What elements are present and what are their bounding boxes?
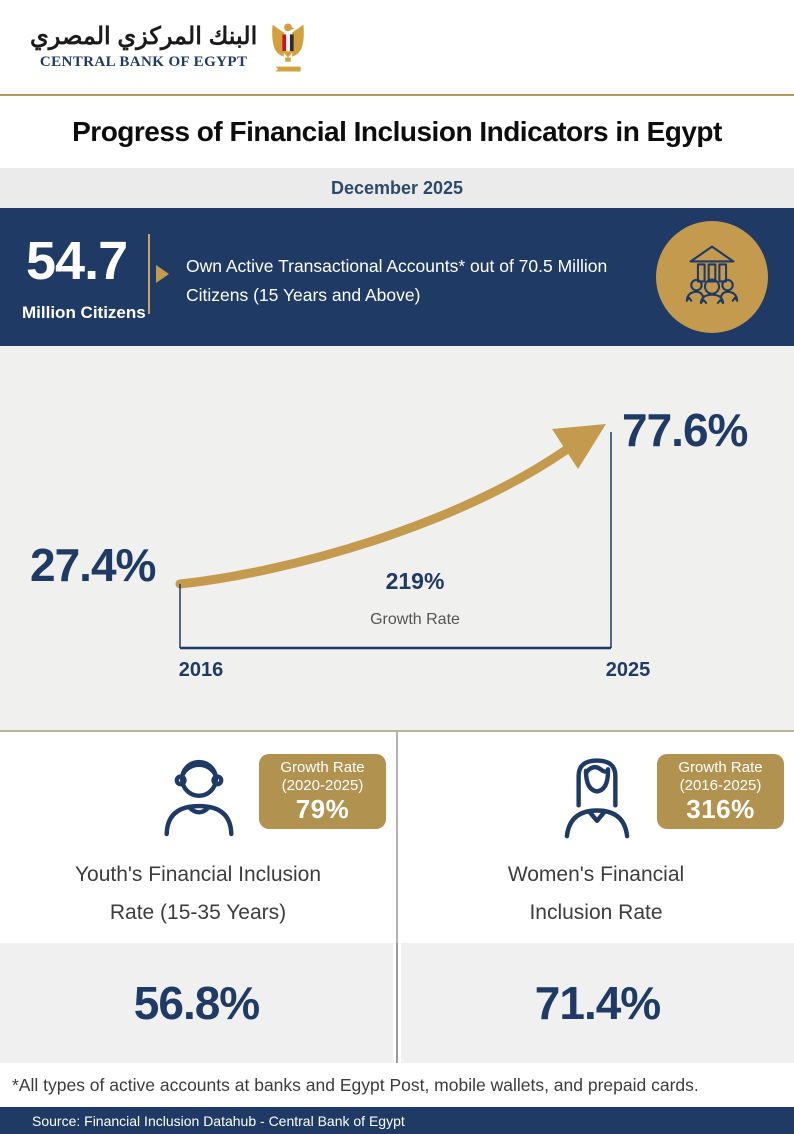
chart-end-value: 77.6%	[622, 404, 748, 456]
badge-label: Growth Rate	[280, 759, 365, 776]
citizens-stat-unit: Million Citizens	[22, 303, 146, 322]
report-date: December 2025	[0, 168, 794, 208]
woman-icon	[564, 758, 630, 839]
page-title: Progress of Financial Inclusion Indicato…	[72, 116, 722, 147]
footnote: *All types of active accounts at banks a…	[0, 1063, 794, 1107]
header: البنك المركزي المصري CENTRAL BANK OF EGY…	[0, 0, 794, 96]
segment-youth: Growth Rate (2020-2025) 79% Youth's Fina…	[0, 732, 396, 943]
banner-description-line2: Citizens (15 Years and Above)	[186, 285, 421, 305]
badge-period: (2020-2025)	[281, 777, 364, 794]
badge-value: 79%	[295, 794, 350, 824]
badge-period: (2016-2025)	[679, 777, 762, 794]
growth-rate-value: 219%	[386, 568, 445, 594]
banner-divider	[148, 234, 150, 314]
title-section: Progress of Financial Inclusion Indicato…	[0, 96, 794, 168]
segment-women: Growth Rate (2016-2025) 316% Women's Fin…	[398, 732, 794, 943]
pointer-triangle-icon	[156, 265, 169, 283]
cbe-logo: البنك المركزي المصري CENTRAL BANK OF EGY…	[30, 23, 257, 71]
women-inclusion-rate-value: 71.4%	[401, 943, 794, 1063]
man-icon	[164, 759, 234, 837]
growth-curve	[175, 445, 571, 589]
chart-start-value: 27.4%	[30, 539, 156, 591]
growth-rate-label: Growth Rate	[370, 611, 460, 628]
segment-values: 56.8% 71.4%	[0, 943, 794, 1063]
women-title-line2: Inclusion Rate	[529, 901, 663, 924]
women-title-line1: Women's Financial	[507, 863, 685, 886]
youth-inclusion-rate-value: 56.8%	[0, 943, 393, 1063]
chart-end-year: 2025	[606, 659, 651, 681]
values-divider	[396, 943, 398, 1063]
youth-segment-title: Youth's Financial Inclusion Rate (15-35 …	[0, 856, 396, 932]
headline-stat-banner: 54.7 Million Citizens Own Active Transac…	[0, 208, 794, 346]
women-segment-title: Women's Financial Inclusion Rate	[398, 856, 794, 932]
column-divider	[396, 732, 398, 943]
cbe-logo-english-text: CENTRAL BANK OF EGYPT	[39, 53, 248, 70]
youth-title-line1: Youth's Financial Inclusion	[74, 863, 322, 886]
banner-description: Own Active Transactional Accounts* out o…	[186, 252, 607, 310]
cbe-logo-arabic-text: البنك المركزي المصري	[30, 23, 258, 51]
chart-start-year: 2016	[179, 659, 224, 681]
arrowhead-icon	[552, 424, 606, 469]
growth-chart: 27.4% 77.6% 2016 2025 219% Growth Rate	[0, 346, 794, 730]
badge-value: 316%	[686, 794, 755, 824]
badge-label: Growth Rate	[678, 759, 763, 776]
women-growth-badge: Growth Rate (2016-2025) 316%	[657, 754, 784, 829]
source-text: Source: Financial Inclusion Datahub - Ce…	[32, 1112, 405, 1129]
youth-growth-badge: Growth Rate (2020-2025) 79%	[259, 754, 386, 829]
bank-with-people-icon	[685, 245, 739, 304]
youth-title-line2: Rate (15-35 Years)	[109, 901, 287, 924]
egypt-eagle-emblem-icon	[272, 23, 305, 72]
source-footer: Source: Financial Inclusion Datahub - Ce…	[0, 1107, 794, 1134]
citizens-stat-value: 54.7	[26, 231, 128, 291]
segments-section: Growth Rate (2020-2025) 79% Youth's Fina…	[0, 730, 794, 943]
gold-circle-badge	[656, 221, 768, 333]
banner-description-line1: Own Active Transactional Accounts* out o…	[186, 256, 608, 276]
